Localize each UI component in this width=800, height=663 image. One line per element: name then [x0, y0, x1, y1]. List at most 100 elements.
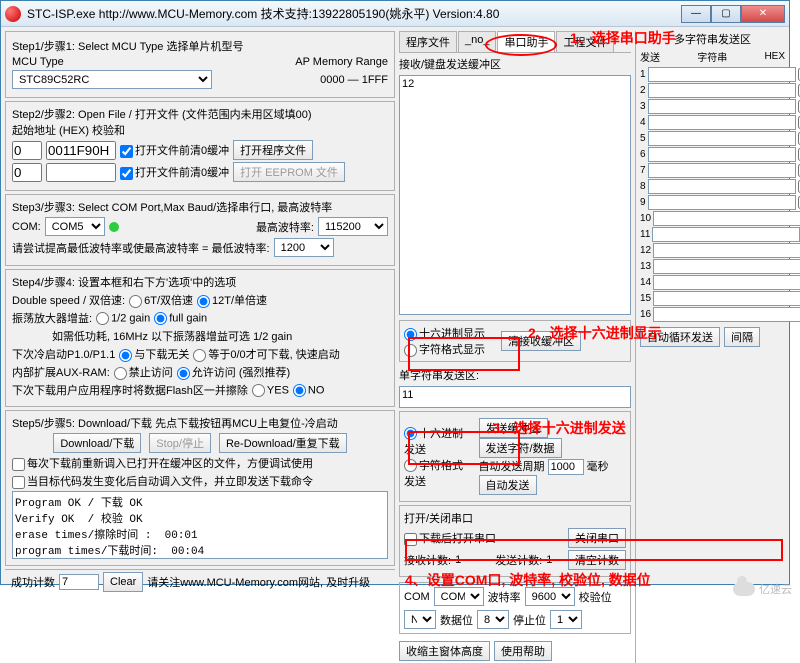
open-eeprom-file-button[interactable]: 打开 EEPROM 文件	[233, 162, 345, 182]
chk-reload[interactable]: 每次下载前重新调入已打开在缓冲区的文件，方便调试使用	[12, 455, 313, 471]
s-data-select[interactable]: 8	[477, 610, 509, 629]
s-parity-select[interactable]: N	[404, 610, 436, 629]
minbaud-select[interactable]: 1200	[274, 238, 334, 257]
success-count-input[interactable]	[59, 574, 99, 590]
tab-no[interactable]: _no_	[458, 31, 496, 52]
clear-count-button[interactable]: Clear	[103, 572, 143, 592]
clear-rx-button[interactable]: 清接收缓冲区	[501, 331, 581, 351]
help-button[interactable]: 使用帮助	[494, 641, 552, 661]
disp-char-radio[interactable]: 字符格式显示	[404, 344, 485, 356]
aux-label: 内部扩展AUX-RAM:	[12, 364, 110, 380]
flash-no[interactable]: NO	[293, 384, 325, 397]
chk-clear2[interactable]: 打开文件前清0缓冲	[120, 164, 229, 180]
s-data-label: 数据位	[440, 612, 473, 628]
ms-row-num: 2	[640, 85, 646, 96]
ms-row-num: 9	[640, 197, 646, 208]
sum1-input[interactable]	[46, 141, 116, 160]
com-label: COM:	[12, 221, 41, 233]
ms-row-num: 10	[640, 213, 651, 224]
ms-row-input[interactable]	[648, 83, 796, 98]
send-title: 单字符串发送区:	[399, 367, 631, 383]
rx-label: 接收/键盘发送缓冲区	[399, 56, 631, 72]
cb-b[interactable]: 等于0/0才可下载, 快速启动	[193, 346, 339, 362]
ms-row-input[interactable]	[648, 131, 796, 146]
tab-project[interactable]: 工程文件	[556, 31, 614, 52]
chk-autoload[interactable]: 当目标代码发生变化后自动调入文件，并立即发送下载命令	[12, 473, 313, 489]
dbl-6t[interactable]: 6T/双倍速	[129, 292, 193, 308]
ms-row-num: 11	[640, 229, 650, 240]
step5-group: Step5/步骤5: Download/下载 先点下载按钮再MCU上电复位-冷启…	[5, 410, 395, 566]
ms-row-input[interactable]	[648, 163, 796, 178]
step5-header: Step5/步骤5: Download/下载 先点下载按钮再MCU上电复位-冷启…	[12, 415, 388, 431]
ms-row-input[interactable]	[648, 147, 796, 162]
auto-unit: 毫秒	[587, 461, 609, 473]
s-com-select[interactable]: COM5	[434, 587, 484, 606]
ms-row-input[interactable]	[653, 243, 800, 258]
success-count-label: 成功计数	[11, 574, 55, 590]
loop-send-button[interactable]: 自动循环发送	[640, 327, 720, 347]
auto-send-button[interactable]: 自动发送	[479, 475, 537, 495]
ms-row-input[interactable]	[653, 275, 800, 290]
gap-button[interactable]: 间隔	[724, 327, 760, 347]
s-baud-select[interactable]: 9600	[525, 587, 575, 606]
tab-serial-helper[interactable]: 串口助手	[497, 31, 555, 52]
clear-cnt-button[interactable]: 清空计数	[568, 550, 626, 570]
ms-row-input[interactable]	[653, 259, 800, 274]
close-button[interactable]: ✕	[741, 5, 785, 23]
chk-clear1[interactable]: 打开文件前清0缓冲	[120, 142, 229, 158]
shrink-button[interactable]: 收缩主窗体高度	[399, 641, 490, 661]
aux-b[interactable]: 允许访问 (强烈推荐)	[177, 364, 290, 380]
send-data-button[interactable]: 发送字符/数据	[479, 438, 562, 458]
app-icon	[5, 6, 21, 22]
osc-full[interactable]: full gain	[154, 312, 207, 325]
tab-program[interactable]: 程序文件	[399, 31, 457, 52]
s-stop-select[interactable]: 1	[550, 610, 582, 629]
com-select[interactable]: COM5	[45, 217, 105, 236]
disp-hex-radio[interactable]: 十六进制显示	[404, 328, 485, 340]
chk-auto-open[interactable]: 下载后打开串口	[404, 530, 496, 546]
mcu-type-select[interactable]: STC89C52RC	[12, 70, 212, 89]
send-char-radio[interactable]: 字符格式发送	[404, 460, 463, 488]
addr2-input[interactable]	[12, 163, 42, 182]
ms-row-input[interactable]	[648, 67, 796, 82]
auto-period-input[interactable]	[548, 459, 584, 475]
dbl-12t[interactable]: 12T/单倍速	[197, 292, 267, 308]
stop-button[interactable]: Stop/停止	[149, 433, 211, 453]
dbl-label: Double speed / 双倍速:	[12, 292, 125, 308]
ms-row-input[interactable]	[648, 99, 796, 114]
auto-period-label: 自动发送周期	[479, 461, 545, 473]
display-mode-group: 十六进制显示 字符格式显示 清接收缓冲区	[399, 320, 631, 362]
minimize-button[interactable]: —	[681, 5, 711, 23]
ms-h2: 字符串	[697, 49, 727, 64]
ms-row-input[interactable]	[653, 291, 800, 306]
s-com-label: COM	[404, 591, 430, 603]
ms-row-num: 3	[640, 101, 646, 112]
ms-row-input[interactable]	[652, 227, 800, 242]
ms-row-input[interactable]	[648, 115, 796, 130]
multisend-panel: 多字符串发送区 发送 字符串 HEX 123456789101112131415…	[635, 31, 785, 663]
osc-half[interactable]: 1/2 gain	[96, 312, 150, 325]
ms-row-input[interactable]	[653, 307, 800, 322]
close-port-button[interactable]: 关闭串口	[568, 528, 626, 548]
send-buffer[interactable]: 11	[399, 386, 631, 408]
sum2-input[interactable]	[46, 163, 116, 182]
flash-yes[interactable]: YES	[252, 384, 289, 397]
maximize-button[interactable]: ▢	[711, 5, 741, 23]
com-status-icon	[109, 222, 119, 232]
cb-a[interactable]: 与下载无关	[119, 346, 189, 362]
ms-row-input[interactable]	[653, 211, 800, 226]
rx-buffer[interactable]: 12	[399, 75, 631, 315]
maxbaud-select[interactable]: 115200	[318, 217, 388, 236]
ms-row-num: 7	[640, 165, 646, 176]
step3-line2: 请尝试提高最低波特率或使最高波特率 = 最低波特率:	[12, 240, 270, 256]
addr1-input[interactable]	[12, 141, 42, 160]
ms-row-input[interactable]	[648, 195, 796, 210]
ms-row-input[interactable]	[648, 179, 796, 194]
step2-group: Step2/步骤2: Open File / 打开文件 (文件范围内未用区域填0…	[5, 101, 395, 191]
redownload-button[interactable]: Re-Download/重复下载	[219, 433, 347, 453]
send-hex-radio[interactable]: 十六进制发送	[404, 428, 463, 456]
download-button[interactable]: Download/下载	[53, 433, 141, 453]
open-prog-file-button[interactable]: 打开程序文件	[233, 140, 313, 160]
aux-a[interactable]: 禁止访问	[114, 364, 173, 380]
send-buffer-button[interactable]: 发送缓冲区	[479, 418, 548, 438]
